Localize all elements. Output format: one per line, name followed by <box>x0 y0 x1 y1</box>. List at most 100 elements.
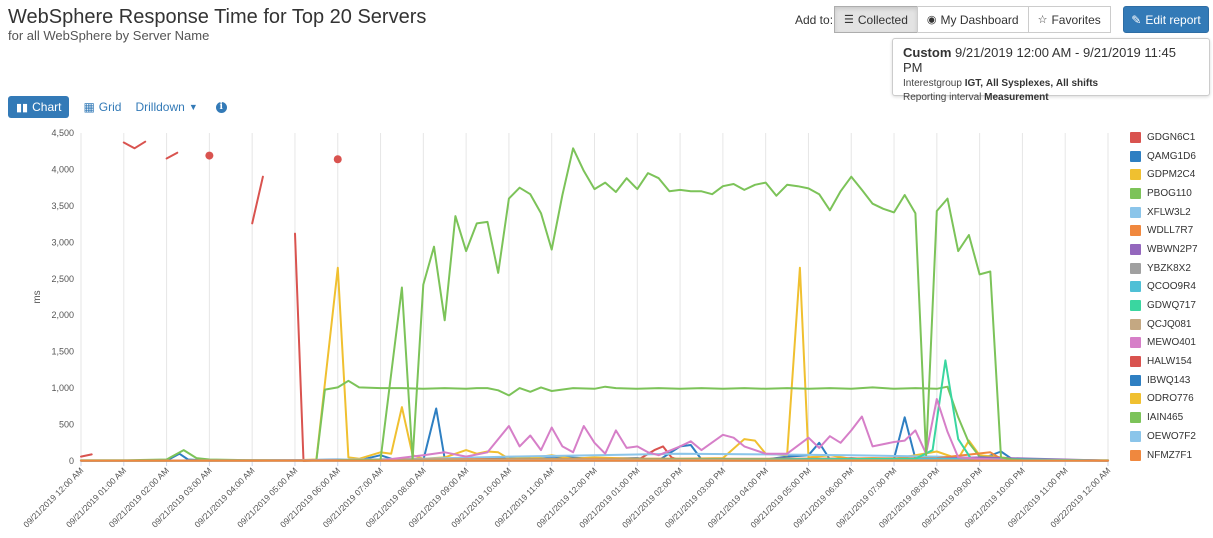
dashboard-icon: ◉ <box>926 14 937 26</box>
legend-swatch <box>1130 337 1141 349</box>
chart-legend: GDGN6C1 QAMG1D6 GDPM2C4 PBOG110 XFLW3L2 WDLL7… <box>1130 128 1198 464</box>
bar-chart-icon: ▮▮ <box>16 101 29 114</box>
legend-item[interactable]: WDLL7R7 <box>1130 221 1198 240</box>
list-icon: ☰ <box>844 14 854 26</box>
series-line <box>336 147 1024 462</box>
legend-label: ODRO776 <box>1147 393 1194 405</box>
caret-down-icon: ▼ <box>188 102 198 112</box>
collected-label: Collected <box>857 12 908 27</box>
legend-swatch <box>1130 300 1141 312</box>
legend-item[interactable]: PBOG110 <box>1130 184 1198 203</box>
drilldown-label: Drilldown <box>135 100 185 114</box>
legend-label: GDPM2C4 <box>1147 169 1196 181</box>
y-tick-label: 2,000 <box>51 310 74 320</box>
legend-item[interactable]: HALW154 <box>1130 352 1198 371</box>
collected-button[interactable]: ☰ Collected <box>834 6 918 33</box>
series-line <box>165 151 179 160</box>
legend-swatch <box>1130 243 1141 255</box>
series-line <box>122 140 147 150</box>
legend-label: QCJQ081 <box>1147 318 1192 330</box>
series-line <box>80 453 93 458</box>
legend-swatch <box>1130 393 1141 405</box>
y-tick-label: 0 <box>69 456 74 466</box>
edit-report-label: Edit report <box>1145 12 1201 27</box>
legend-swatch <box>1130 206 1141 218</box>
time-range-line: Custom 9/21/2019 12:00 AM - 9/21/2019 11… <box>903 45 1199 75</box>
legend-item[interactable]: XFLW3L2 <box>1130 203 1198 222</box>
y-tick-label: 3,000 <box>51 237 74 247</box>
legend-label: WDLL7R7 <box>1147 225 1194 237</box>
legend-item[interactable]: QCJQ081 <box>1130 315 1198 334</box>
legend-swatch <box>1130 412 1141 424</box>
add-to-label: Add to: <box>795 13 834 27</box>
series-point <box>205 151 214 160</box>
series-point <box>333 155 342 164</box>
reporting-interval-label: Reporting interval <box>903 92 982 103</box>
grid-view-button[interactable]: ▦ Grid <box>83 100 121 114</box>
star-icon: ☆ <box>1037 14 1048 26</box>
legend-item[interactable]: QAMG1D6 <box>1130 147 1198 166</box>
info-icon[interactable]: i <box>215 101 227 113</box>
series-line <box>294 232 339 462</box>
legend-item[interactable]: IAIN465 <box>1130 408 1198 427</box>
report-info-panel: Custom 9/21/2019 12:00 AM - 9/21/2019 11… <box>892 38 1210 103</box>
series-line <box>80 398 1109 462</box>
y-tick-label: 500 <box>59 420 74 430</box>
y-tick-label: 4,500 <box>51 128 74 138</box>
y-tick-label: 4,000 <box>51 164 74 174</box>
y-tick-label: 3,500 <box>51 201 74 211</box>
chart-view-button[interactable]: ▮▮ Chart <box>8 96 70 118</box>
legend-swatch <box>1130 374 1141 386</box>
legend-label: IAIN465 <box>1147 412 1184 424</box>
grid-view-label: Grid <box>98 100 122 114</box>
legend-item[interactable]: GDWQ717 <box>1130 296 1198 315</box>
legend-item[interactable]: IBWQ143 <box>1130 371 1198 390</box>
legend-label: IBWQ143 <box>1147 374 1191 386</box>
range-kind: Custom <box>903 45 952 60</box>
legend-item[interactable]: ODRO776 <box>1130 390 1198 409</box>
legend-label: QCOO9R4 <box>1147 281 1196 293</box>
sysplex-value: All Sysplexes, <box>985 78 1054 89</box>
legend-item[interactable]: WBWN2P7 <box>1130 240 1198 259</box>
legend-label: GDWQ717 <box>1147 300 1196 312</box>
legend-swatch <box>1130 187 1141 199</box>
reporting-interval-line: Reporting interval Measurement <box>903 92 1199 103</box>
drilldown-dropdown[interactable]: Drilldown ▼ <box>135 100 197 114</box>
legend-swatch <box>1130 318 1141 330</box>
legend-label: WBWN2P7 <box>1147 243 1198 255</box>
legend-swatch <box>1130 449 1141 461</box>
legend-label: QAMG1D6 <box>1147 150 1196 162</box>
y-tick-label: 1,000 <box>51 383 74 393</box>
grid-icon: ▦ <box>83 100 95 114</box>
legend-label: NFMZ7F1 <box>1147 449 1192 461</box>
series-line <box>251 175 264 225</box>
legend-item[interactable]: MEWO401 <box>1130 334 1198 353</box>
legend-label: PBOG110 <box>1147 187 1192 199</box>
legend-swatch <box>1130 430 1141 442</box>
legend-label: GDGN6C1 <box>1147 131 1196 143</box>
edit-report-button[interactable]: ✎ Edit report <box>1123 6 1209 33</box>
legend-label: XFLW3L2 <box>1147 206 1191 218</box>
interestgroup-value: IGT, <box>964 78 984 89</box>
legend-label: HALW154 <box>1147 356 1192 368</box>
y-tick-label: 1,500 <box>51 347 74 357</box>
legend-item[interactable]: QCOO9R4 <box>1130 278 1198 297</box>
report-title: WebSphere Response Time for Top 20 Serve… <box>8 6 427 28</box>
legend-item[interactable]: NFMZ7F1 <box>1130 446 1198 465</box>
legend-item[interactable]: YBZK8X2 <box>1130 259 1198 278</box>
response-time-chart: 0 500 1,000 1,500 2,000 2,500 3,000 3,500 4,000 4… <box>21 128 1112 530</box>
legend-item[interactable]: GDGN6C1 <box>1130 128 1198 147</box>
chart-view-label: Chart <box>32 100 62 114</box>
legend-item[interactable]: OEWO7F2 <box>1130 427 1198 446</box>
legend-item[interactable]: GDPM2C4 <box>1130 165 1198 184</box>
legend-swatch <box>1130 281 1141 293</box>
favorites-label: Favorites <box>1051 12 1101 27</box>
reporting-interval-value: Measurement <box>984 92 1049 103</box>
y-axis-label: ms <box>32 290 43 303</box>
legend-swatch <box>1130 169 1141 181</box>
my-dashboard-button[interactable]: ◉ My Dashboard <box>916 6 1029 33</box>
legend-label: YBZK8X2 <box>1147 262 1191 274</box>
report-subtitle: for all WebSphere by Server Name <box>8 28 210 43</box>
favorites-button[interactable]: ☆ Favorites <box>1027 6 1111 33</box>
legend-swatch <box>1130 356 1141 368</box>
